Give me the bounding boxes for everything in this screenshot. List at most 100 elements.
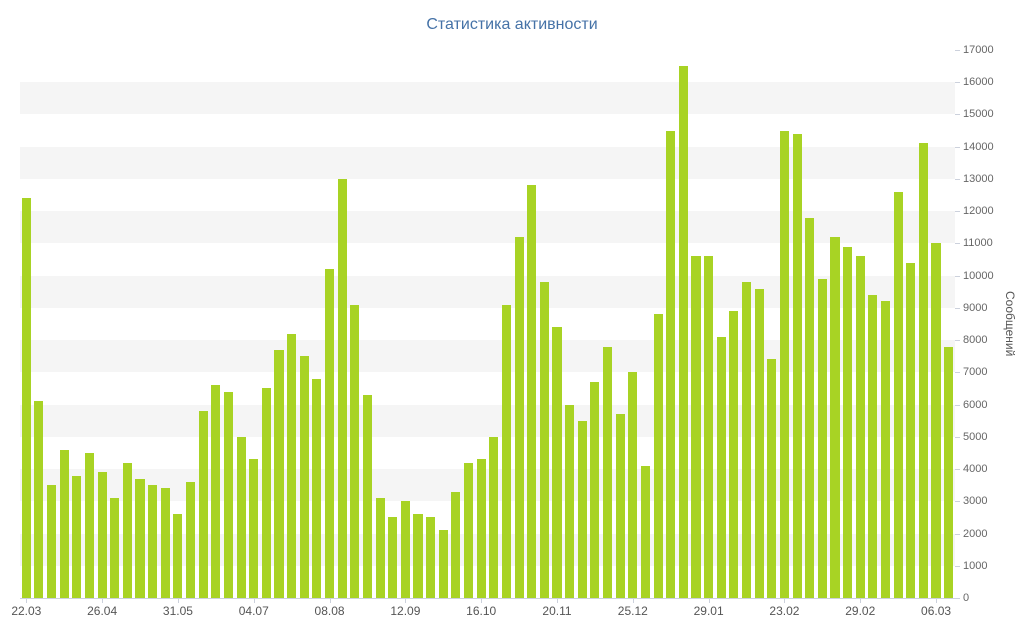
bar[interactable]: [287, 333, 297, 598]
y-tick-label: 5000: [963, 430, 988, 443]
bar[interactable]: [350, 304, 360, 598]
bar[interactable]: [463, 462, 474, 598]
y-axis-tick: [955, 533, 960, 535]
bar[interactable]: [944, 346, 954, 598]
y-tick-label: 14000: [963, 140, 994, 153]
bar[interactable]: [186, 481, 196, 598]
bar[interactable]: [21, 198, 31, 598]
y-tick-label: 7000: [963, 366, 988, 379]
bar[interactable]: [716, 336, 726, 598]
bar[interactable]: [931, 243, 941, 598]
bar[interactable]: [539, 282, 549, 598]
bar[interactable]: [691, 256, 701, 598]
bar[interactable]: [299, 356, 309, 598]
bar[interactable]: [47, 485, 57, 598]
bar[interactable]: [602, 346, 613, 598]
x-tick-label: 04.07: [238, 604, 269, 618]
bar[interactable]: [34, 401, 44, 598]
bar[interactable]: [438, 530, 448, 598]
y-tick-label: 16000: [963, 76, 994, 89]
y-axis-tick: [955, 243, 960, 245]
grid-band: [20, 340, 955, 373]
bar[interactable]: [729, 311, 739, 598]
bar[interactable]: [792, 133, 802, 598]
y-axis-tick: [955, 307, 960, 309]
bar[interactable]: [148, 485, 158, 598]
bar[interactable]: [843, 246, 853, 598]
bar[interactable]: [97, 472, 107, 598]
bar[interactable]: [640, 465, 650, 598]
bar[interactable]: [413, 514, 423, 598]
bar[interactable]: [741, 282, 752, 598]
y-axis-tick: [955, 211, 960, 213]
bar[interactable]: [388, 517, 398, 598]
bar[interactable]: [489, 436, 499, 598]
bar[interactable]: [223, 391, 234, 598]
bar[interactable]: [906, 262, 916, 598]
grid-band: [20, 275, 955, 308]
y-tick-label: 6000: [963, 398, 988, 411]
bar[interactable]: [628, 372, 638, 598]
bar[interactable]: [426, 517, 436, 598]
bar[interactable]: [868, 295, 878, 598]
bar[interactable]: [236, 436, 246, 598]
bar[interactable]: [817, 278, 827, 598]
x-tick-label: 29.01: [693, 604, 724, 618]
bar[interactable]: [754, 288, 764, 598]
bar[interactable]: [476, 459, 486, 598]
bar[interactable]: [527, 185, 537, 598]
bar[interactable]: [552, 327, 562, 598]
y-axis-tick: [955, 372, 960, 374]
bar[interactable]: [830, 236, 840, 598]
y-axis-tick: [955, 50, 960, 51]
bar[interactable]: [400, 501, 410, 598]
bar[interactable]: [135, 478, 145, 598]
bar[interactable]: [653, 314, 663, 598]
bar[interactable]: [501, 304, 511, 598]
bar[interactable]: [173, 514, 183, 598]
bar[interactable]: [362, 394, 372, 598]
bar[interactable]: [72, 475, 82, 598]
bar[interactable]: [84, 452, 95, 598]
bar[interactable]: [590, 382, 600, 598]
y-tick-label: 4000: [963, 463, 988, 476]
x-axis-line: [20, 598, 956, 599]
x-tick-label: 22.03: [11, 604, 42, 618]
bar[interactable]: [160, 488, 170, 598]
y-axis-tick: [955, 469, 960, 471]
bar[interactable]: [704, 256, 714, 598]
bar[interactable]: [767, 359, 777, 598]
bar[interactable]: [880, 301, 891, 598]
bar[interactable]: [514, 236, 524, 598]
bar[interactable]: [666, 130, 676, 598]
y-tick-label: 17000: [963, 44, 994, 56]
bar[interactable]: [274, 349, 284, 598]
bar[interactable]: [261, 388, 271, 598]
bar[interactable]: [337, 178, 347, 598]
bar[interactable]: [451, 491, 461, 598]
grid-band: [20, 82, 955, 115]
y-tick-label: 3000: [963, 495, 988, 508]
y-tick-label: 0: [963, 592, 970, 604]
bar[interactable]: [59, 449, 69, 598]
y-axis-title: Сообщений: [1003, 291, 1017, 357]
bar[interactable]: [110, 498, 120, 598]
bar[interactable]: [325, 269, 335, 598]
y-axis-tick: [955, 178, 960, 180]
bar[interactable]: [893, 191, 903, 598]
bar[interactable]: [615, 414, 625, 598]
bar[interactable]: [577, 420, 587, 598]
bar[interactable]: [375, 498, 385, 598]
bar[interactable]: [918, 143, 928, 598]
bar[interactable]: [678, 66, 688, 598]
bar[interactable]: [805, 217, 815, 598]
bar[interactable]: [249, 459, 259, 598]
bar[interactable]: [855, 256, 865, 598]
bar[interactable]: [312, 378, 322, 598]
y-tick-label: 8000: [963, 334, 988, 347]
bar[interactable]: [211, 385, 221, 598]
bar[interactable]: [122, 462, 132, 598]
bar[interactable]: [565, 404, 575, 598]
bar[interactable]: [779, 130, 789, 598]
bar[interactable]: [198, 411, 208, 598]
